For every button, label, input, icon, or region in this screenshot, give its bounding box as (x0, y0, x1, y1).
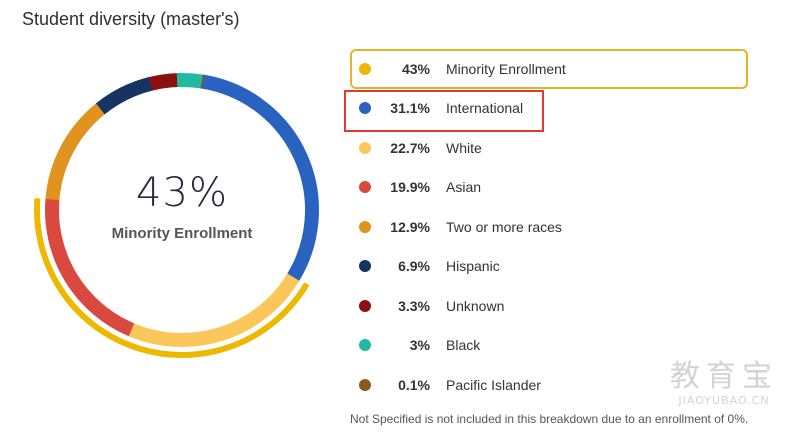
legend-item-hispanic[interactable]: 6.9% Hispanic (350, 247, 748, 287)
legend-item-minority-enrollment[interactable]: 43% Minority Enrollment (350, 49, 748, 89)
donut-segment-international[interactable] (201, 74, 319, 282)
legend-label: Two or more races (446, 218, 562, 235)
legend-item-pacific-islander[interactable]: 0.1% Pacific Islander (350, 365, 748, 405)
legend-label: Black (446, 337, 481, 354)
donut-segment-white[interactable] (127, 273, 300, 347)
legend-pct: 6.9% (398, 258, 430, 275)
legend-item-asian[interactable]: 19.9% Asian (350, 168, 748, 208)
legend-item-unknown[interactable]: 3.3% Unknown (350, 286, 748, 326)
legend-label: Minority Enrollment (446, 61, 566, 77)
legend-pct: 3.3% (398, 297, 430, 314)
donut-segment-two-or-more-races[interactable] (45, 102, 106, 201)
center-value: 43% (136, 170, 228, 216)
watermark-text: 教育宝 (670, 359, 778, 394)
donut-segment-black[interactable] (176, 73, 204, 89)
legend-item-black[interactable]: 3% Black (350, 326, 748, 366)
minority-enrollment-highlight-arc (34, 198, 310, 358)
chart-title: Student diversity (master's) (22, 9, 240, 29)
footnote: Not Specified is not included in this br… (350, 412, 749, 426)
legend-label: Pacific Islander (446, 376, 541, 393)
donut-segment-hispanic[interactable] (95, 76, 154, 115)
legend-label: White (446, 139, 482, 156)
legend-pct: 22.7% (390, 139, 430, 156)
watermark-logo: 教育宝 JIAOYUBAO.CN (664, 359, 784, 408)
highlight-annotation-box (344, 90, 544, 132)
legend-label: Unknown (446, 297, 505, 314)
legend: 43% Minority Enrollment 31.1% Internatio… (350, 49, 748, 405)
legend-pct: 3% (409, 337, 430, 354)
legend-dot (359, 339, 371, 352)
donut-chart (34, 73, 319, 358)
legend-label: Hispanic (446, 258, 500, 275)
legend-pct: 12.9% (390, 218, 430, 235)
legend-pct: 0.1% (398, 376, 430, 393)
legend-pct: 43% (401, 61, 430, 77)
legend-pct: 31.1% (390, 100, 430, 117)
legend-dot (359, 299, 371, 312)
watermark-url: JIAOYUBAO.CN (678, 394, 770, 407)
legend-label: International (446, 100, 524, 117)
legend-item-white[interactable]: 22.7% White (350, 128, 748, 168)
legend-dot (359, 102, 371, 115)
legend-item-international[interactable]: 31.1% International (350, 89, 748, 129)
legend-dot (359, 181, 371, 194)
legend-dot (359, 378, 371, 391)
legend-item-two-or-more-races[interactable]: 12.9% Two or more races (350, 207, 748, 247)
donut-segment-asian[interactable] (45, 198, 135, 337)
legend-dot (359, 63, 371, 75)
legend-dot (359, 220, 371, 233)
legend-dot (359, 141, 371, 154)
legend-dot (359, 260, 371, 273)
legend-label: Asian (446, 179, 482, 196)
center-label: Minority Enrollment (111, 225, 253, 242)
legend-pct: 19.9% (390, 179, 430, 196)
donut-segment-unknown[interactable] (148, 73, 179, 91)
